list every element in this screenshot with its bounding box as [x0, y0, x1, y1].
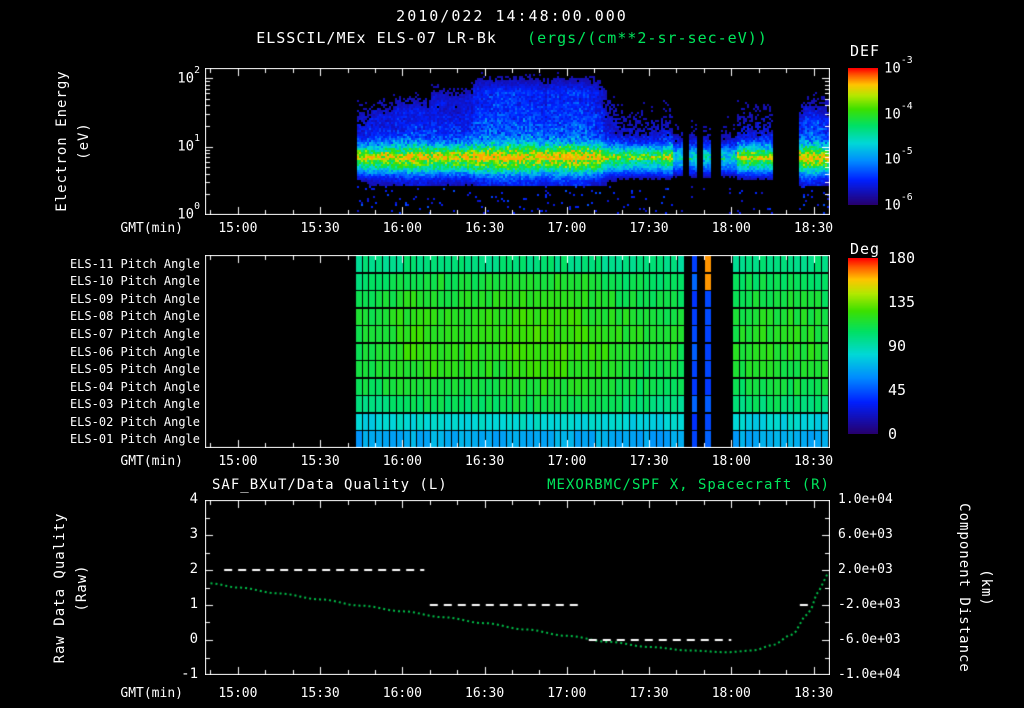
tick-mantissa: 10	[177, 206, 195, 223]
tick-exponent: 0	[194, 200, 200, 212]
distance-axis-label: Component Distance	[956, 503, 972, 673]
energy-spectrogram-canvas	[205, 68, 830, 215]
tick-exponent: 1	[194, 132, 200, 144]
x-tick-label: 15:30	[300, 454, 340, 469]
right-tick-1e4: 1.0e+04	[838, 492, 893, 507]
tick-exponent: 2	[194, 64, 200, 76]
x-tick-label: 15:00	[218, 221, 258, 236]
x-tick-label: 16:00	[382, 454, 422, 469]
tick-exponent: -4	[900, 100, 913, 112]
x-tick-label: 17:30	[629, 221, 669, 236]
row-label-els-11: ELS-11 Pitch Angle	[69, 257, 200, 271]
deg-colorbar	[848, 258, 878, 434]
x-tick-label: 17:00	[547, 454, 587, 469]
tick-mantissa: 10	[884, 60, 901, 77]
x-tick-label: 16:30	[465, 686, 505, 701]
left-tick-0: 0	[189, 631, 198, 647]
tick-exponent: -6	[900, 191, 913, 203]
x-tick-label: 15:30	[300, 221, 340, 236]
line-plot-canvas	[205, 500, 830, 675]
deg-tick-135: 135	[888, 293, 916, 311]
row-label-els-10: ELS-10 Pitch Angle	[69, 274, 200, 288]
def-tick-1e-5: 10-5	[884, 146, 913, 168]
right-tick-m6e3: -6.0e+03	[838, 632, 901, 647]
x-tick-label: 18:30	[793, 686, 834, 701]
right-tick-m1e4: -1.0e+04	[838, 667, 901, 682]
quality-series-title: SAF_BXuT/Data Quality (L)	[212, 477, 448, 493]
x-tick-label: 18:30	[793, 221, 834, 236]
def-tick-1e-6: 10-6	[884, 192, 913, 214]
row-label-els-07: ELS-07 Pitch Angle	[69, 327, 200, 341]
distance-series-title: MEXORBMC/SPF X, Spacecraft (R)	[547, 477, 830, 493]
right-tick-2e3: 2.0e+03	[838, 562, 893, 577]
tick-exponent: -5	[900, 145, 913, 157]
gmt-axis-label: GMT(min)	[120, 454, 183, 469]
quality-axis-label: Raw Data Quality	[52, 512, 68, 664]
instrument-label: ELSSCIL/MEx ELS-07 LR-Bk	[256, 29, 497, 47]
deg-tick-90: 90	[888, 337, 907, 355]
units-label: (ergs/(cm**2-sr-sec-eV))	[527, 29, 768, 47]
tick-mantissa: 10	[884, 151, 901, 168]
x-tick-label: 18:30	[793, 454, 834, 469]
deg-colorbar-title: Deg	[850, 240, 881, 258]
row-label-els-03: ELS-03 Pitch Angle	[69, 397, 200, 411]
energy-axis-units: (eV)	[76, 122, 92, 160]
energy-axis-label: Electron Energy	[54, 70, 70, 212]
x-tick-label: 18:00	[711, 686, 751, 701]
row-label-els-05: ELS-05 Pitch Angle	[69, 362, 200, 376]
row-label-els-06: ELS-06 Pitch Angle	[69, 345, 200, 359]
x-tick-label: 17:30	[629, 686, 669, 701]
x-tick-label: 15:30	[300, 686, 340, 701]
left-tick-4: 4	[189, 491, 198, 507]
right-tick-6e3: 6.0e+03	[838, 527, 893, 542]
tick-exponent: -3	[900, 54, 913, 66]
quality-axis-units: (Raw)	[74, 564, 90, 612]
x-tick-label: 18:00	[711, 221, 751, 236]
page-title: 2010/022 14:48:00.000	[396, 7, 628, 25]
x-tick-label: 17:30	[629, 454, 669, 469]
y-tick-100ev: 102	[148, 65, 200, 87]
tick-mantissa: 10	[177, 70, 195, 87]
tick-mantissa: 10	[884, 197, 901, 214]
left-tick-2: 2	[189, 561, 198, 577]
def-tick-1e-3: 10-3	[884, 55, 913, 77]
x-tick-label: 15:00	[218, 454, 258, 469]
deg-tick-45: 45	[888, 381, 907, 399]
y-tick-1ev: 100	[148, 201, 200, 223]
row-label-els-09: ELS-09 Pitch Angle	[69, 292, 200, 306]
x-tick-label: 17:00	[547, 686, 587, 701]
deg-tick-0: 0	[888, 425, 898, 443]
spacer	[507, 29, 517, 47]
distance-axis-units: (km)	[978, 569, 994, 607]
def-colorbar	[848, 68, 878, 205]
def-colorbar-title: DEF	[850, 42, 881, 60]
right-tick-m2e3: -2.0e+03	[838, 597, 901, 612]
x-tick-label: 16:30	[465, 454, 505, 469]
row-label-els-08: ELS-08 Pitch Angle	[69, 309, 200, 323]
left-tick-m1: -1	[181, 666, 198, 682]
deg-tick-180: 180	[888, 249, 916, 267]
pitch-angle-canvas	[205, 255, 830, 448]
x-tick-label: 16:00	[382, 221, 422, 236]
x-tick-label: 18:00	[711, 454, 751, 469]
row-label-els-04: ELS-04 Pitch Angle	[69, 380, 200, 394]
left-tick-3: 3	[189, 526, 198, 542]
tick-mantissa: 10	[177, 138, 195, 155]
x-tick-label: 17:00	[547, 221, 587, 236]
row-label-els-02: ELS-02 Pitch Angle	[69, 415, 200, 429]
gmt-axis-label: GMT(min)	[120, 686, 183, 701]
left-tick-1: 1	[189, 596, 198, 612]
y-tick-10ev: 101	[148, 133, 200, 155]
x-tick-label: 15:00	[218, 686, 258, 701]
page-subtitle: ELSSCIL/MEx ELS-07 LR-Bk (ergs/(cm**2-sr…	[0, 29, 1024, 47]
gmt-axis-label: GMT(min)	[120, 221, 183, 236]
tick-mantissa: 10	[884, 106, 901, 123]
def-tick-1e-4: 10-4	[884, 101, 913, 123]
x-tick-label: 16:30	[465, 221, 505, 236]
x-tick-label: 16:00	[382, 686, 422, 701]
row-label-els-01: ELS-01 Pitch Angle	[69, 432, 200, 446]
